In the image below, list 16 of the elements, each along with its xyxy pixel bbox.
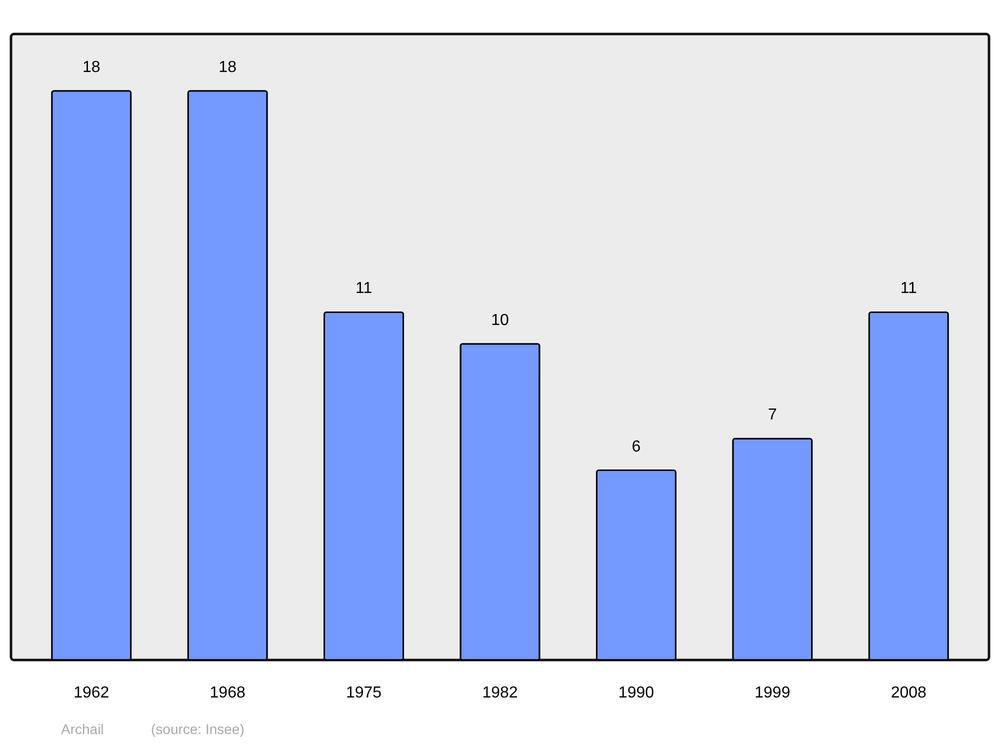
x-tick-label: 1968 (210, 684, 246, 702)
x-tick-label: 1962 (74, 684, 110, 702)
x-tick-label: 1999 (754, 684, 790, 702)
data-label: 18 (218, 58, 237, 76)
data-label: 18 (82, 58, 100, 76)
text: (source: Insee) (151, 721, 244, 737)
data-label: 11 (900, 280, 918, 298)
x-tick-label: 1975 (346, 684, 382, 702)
data-label: 6 (632, 438, 641, 456)
data-label: 7 (768, 406, 777, 424)
x-tick-label: 1982 (482, 684, 518, 702)
data-label: 10 (491, 312, 509, 329)
text: Archail (61, 721, 104, 737)
data-label: 11 (355, 280, 372, 298)
x-tick-label: 1990 (618, 684, 654, 702)
x-tick-label: 2008 (890, 684, 927, 702)
